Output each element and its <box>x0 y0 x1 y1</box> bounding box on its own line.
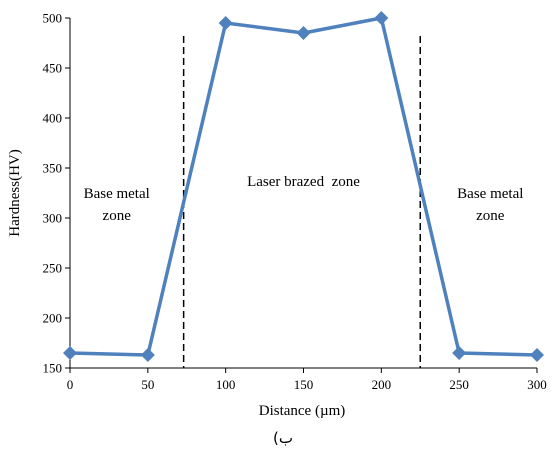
y-tick-label: 400 <box>43 111 63 126</box>
x-tick-label: 250 <box>449 377 469 392</box>
y-tick-label: 150 <box>43 361 63 376</box>
x-tick-label: 150 <box>294 377 314 392</box>
zone-label-line: Laser brazed zone <box>247 174 360 190</box>
zone-label: Laser brazed zone <box>247 174 360 190</box>
x-tick-label: 100 <box>216 377 236 392</box>
data-point-marker <box>63 346 77 360</box>
data-point-marker <box>374 11 389 25</box>
zone-label-line: zone <box>103 208 132 224</box>
data-point-marker <box>452 346 467 360</box>
zone-label-line: Base metal <box>84 186 150 202</box>
y-tick-label: 300 <box>43 211 63 226</box>
zone-label-line: Base metal <box>457 186 523 202</box>
x-tick-label: 300 <box>527 377 547 392</box>
x-axis-title: Distance (µm) <box>259 403 346 419</box>
zone-boundaries <box>182 36 421 368</box>
y-tick-label: 450 <box>43 61 63 76</box>
y-axis-title: Hardness(HV) <box>7 149 23 236</box>
zone-label: Base metal zone <box>84 186 150 224</box>
zone-annotations: Base metal zone Laser brazed zone Base meta… <box>84 174 524 224</box>
x-tick-label: 50 <box>141 377 154 392</box>
data-point-marker <box>140 348 155 362</box>
y-tick-label: 350 <box>43 161 63 176</box>
x-tick-label: 0 <box>67 377 74 392</box>
data-point-marker <box>530 348 544 362</box>
zone-label: Base metal zone <box>457 186 523 224</box>
y-tick-label: 500 <box>43 11 63 26</box>
x-tick-label: 200 <box>372 377 392 392</box>
series-layer <box>63 11 544 362</box>
axes: 150 200 250 300 350 400 450 500 0 50 100 150 200 250 3… <box>43 11 547 393</box>
zone-label-line: zone <box>476 208 505 224</box>
y-tick-label: 200 <box>43 311 63 326</box>
data-point-marker <box>218 16 233 30</box>
figure-caption: ب) <box>273 429 293 447</box>
y-tick-label: 250 <box>43 261 63 276</box>
data-point-marker <box>296 26 311 40</box>
